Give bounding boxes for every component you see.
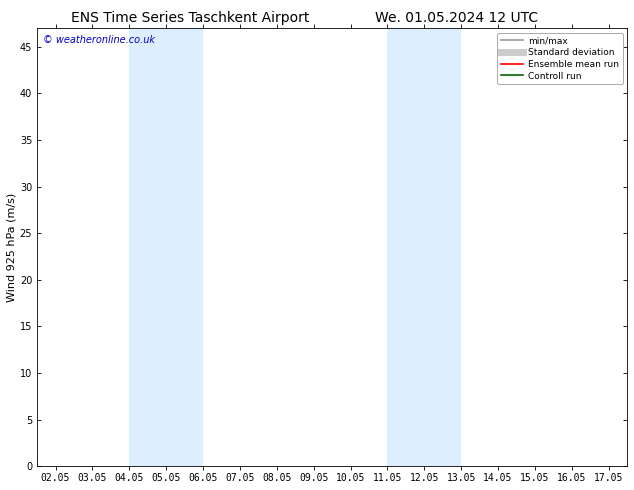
Text: ENS Time Series Taschkent Airport: ENS Time Series Taschkent Airport: [71, 11, 309, 25]
Legend: min/max, Standard deviation, Ensemble mean run, Controll run: min/max, Standard deviation, Ensemble me…: [497, 33, 623, 84]
Y-axis label: Wind 925 hPa (m/s): Wind 925 hPa (m/s): [7, 193, 17, 302]
Text: © weatheronline.co.uk: © weatheronline.co.uk: [43, 35, 155, 45]
Bar: [387, 28, 461, 466]
Text: We. 01.05.2024 12 UTC: We. 01.05.2024 12 UTC: [375, 11, 538, 25]
Bar: [129, 28, 203, 466]
